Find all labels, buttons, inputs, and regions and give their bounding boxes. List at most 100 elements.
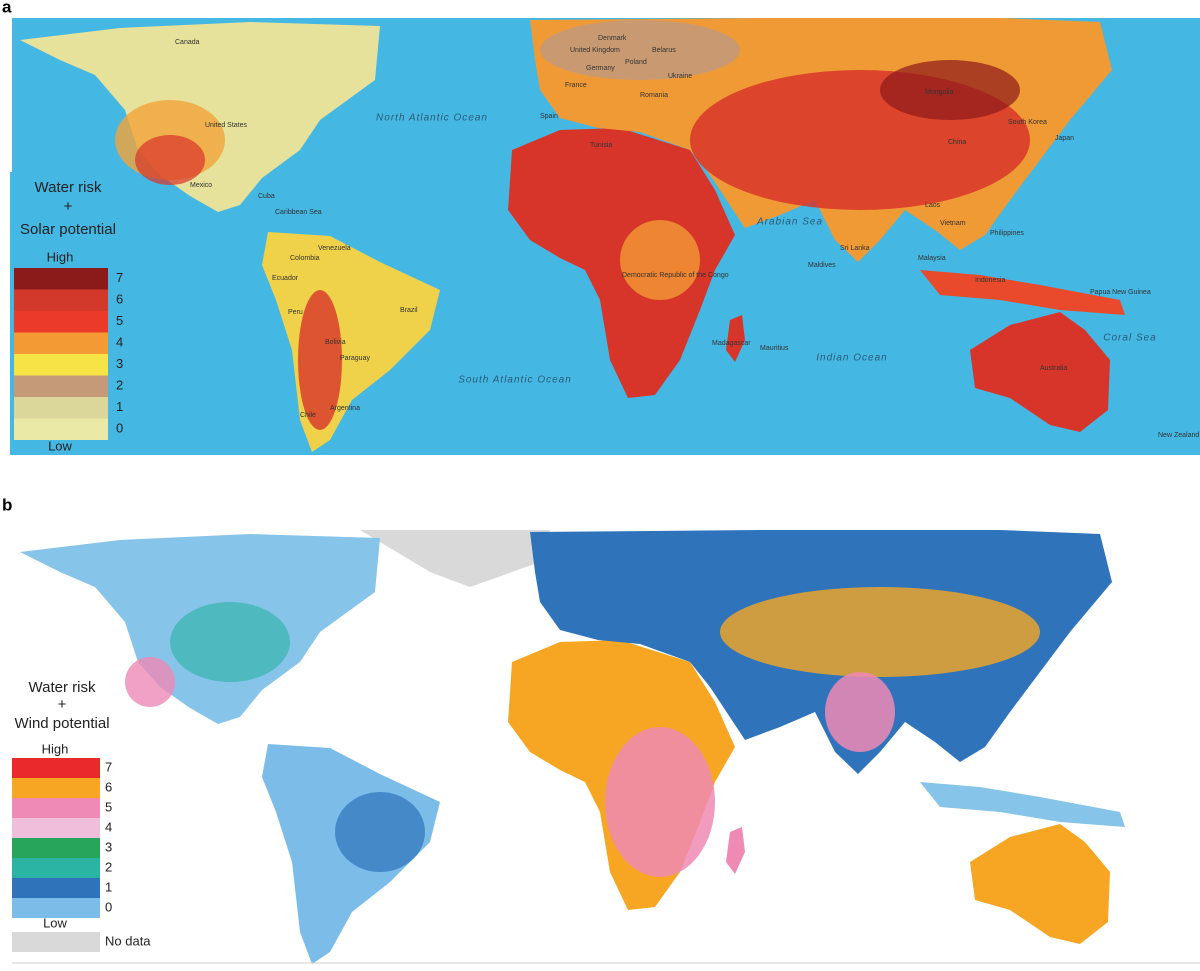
- map-label: Ukraine: [668, 73, 692, 80]
- legend-swatch: [14, 289, 108, 311]
- legend-swatch: [12, 838, 100, 858]
- map-label: Bolivia: [325, 339, 346, 346]
- land: [880, 60, 1020, 120]
- land: [125, 657, 175, 707]
- legend-title: +: [64, 198, 73, 215]
- land: [970, 824, 1110, 944]
- ocean-label: Arabian Sea: [756, 217, 823, 228]
- legend-a: Water risk + Solar potential High Low 7 6…: [10, 172, 130, 455]
- map-label: New Zealand: [1158, 432, 1199, 439]
- legend-value: 6: [116, 292, 123, 307]
- map-label: Australia: [1040, 365, 1067, 372]
- map-label: Madagascar: [712, 340, 751, 347]
- map-label: Germany: [586, 65, 615, 72]
- map-label: Vietnam: [940, 220, 966, 227]
- land: [170, 602, 290, 682]
- map-label: Cuba: [258, 193, 275, 200]
- legend-items: 7 6 5 4 3 2 1 0: [14, 268, 123, 440]
- legend-swatch: [12, 758, 100, 778]
- map-label: United States: [205, 122, 248, 129]
- map-label: Tunisia: [590, 142, 612, 149]
- map-a-labels: Canada United States Mexico Cuba Caribbe…: [175, 35, 1199, 439]
- panel-label: b: [2, 495, 12, 514]
- map-label: Malaysia: [918, 255, 946, 262]
- ocean-label: Coral Sea: [1103, 333, 1156, 344]
- map-label: Denmark: [598, 35, 627, 42]
- map-label: Colombia: [290, 255, 320, 262]
- legend-low: Low: [43, 915, 67, 930]
- legend-swatch: [12, 798, 100, 818]
- legend-swatch: [12, 778, 100, 798]
- map-label: Ecuador: [272, 275, 299, 282]
- map-label: China: [948, 139, 966, 146]
- legend-swatch: [14, 268, 108, 290]
- legend-swatch: [12, 878, 100, 898]
- legend-value: 3: [116, 356, 123, 371]
- land: [298, 290, 342, 430]
- panel-label: a: [2, 0, 12, 16]
- legend-value: 6: [105, 779, 112, 794]
- legend-value: 1: [116, 399, 123, 414]
- land: [920, 782, 1125, 827]
- map-label: Canada: [175, 39, 200, 46]
- map-label: Papua New Guinea: [1090, 289, 1151, 296]
- map-label: Argentina: [330, 405, 360, 412]
- land: [335, 792, 425, 872]
- legend-value: 5: [116, 313, 123, 328]
- legend-swatch: [14, 332, 108, 354]
- map-label: France: [565, 82, 587, 89]
- legend-title: Water risk: [29, 679, 96, 696]
- legend-swatch: [12, 818, 100, 838]
- map-label: Sri Lanka: [840, 245, 870, 252]
- map-label: Spain: [540, 113, 558, 120]
- map-label: Belarus: [652, 47, 676, 54]
- map-label: Japan: [1055, 135, 1074, 142]
- map-a: [12, 18, 1200, 455]
- legend-swatch: [14, 375, 108, 397]
- land: [135, 135, 205, 185]
- ocean-label: North Atlantic Ocean: [376, 113, 488, 124]
- map-label: Caribbean Sea: [275, 209, 322, 216]
- map-label: Venezuela: [318, 245, 351, 252]
- legend-high: High: [47, 249, 74, 264]
- map-label: Brazil: [400, 307, 418, 314]
- map-label: Poland: [625, 59, 647, 66]
- map-label: Paraguay: [340, 355, 370, 362]
- land: [825, 672, 895, 752]
- map-b: [20, 530, 1125, 964]
- no-data-label: No data: [105, 933, 151, 948]
- legend-swatch: [12, 898, 100, 918]
- land: [605, 727, 715, 877]
- legend-title: Solar potential: [20, 221, 116, 238]
- map-label: Mongolia: [925, 89, 954, 96]
- legend-swatch: [14, 397, 108, 419]
- greenland-no-data: [360, 530, 550, 587]
- no-data-swatch: [12, 932, 100, 952]
- legend-swatch: [12, 858, 100, 878]
- map-label: Romania: [640, 92, 668, 99]
- legend-high: High: [42, 741, 69, 756]
- legend-items: 7 6 5 4 3 2 1 0: [12, 758, 112, 918]
- legend-b: Water risk + Wind potential High Low 7 6 5…: [12, 679, 151, 952]
- land: [720, 587, 1040, 677]
- map-label: Chile: [300, 412, 316, 419]
- legend-swatch: [14, 311, 108, 333]
- map-label: Mauritius: [760, 345, 789, 352]
- legend-value: 4: [116, 335, 123, 350]
- legend-title: +: [58, 696, 67, 713]
- legend-swatch: [14, 418, 108, 440]
- legend-title: Water risk: [35, 179, 102, 196]
- legend-value: 7: [116, 270, 123, 285]
- legend-value: 5: [105, 799, 112, 814]
- map-label: Peru: [288, 309, 303, 316]
- legend-value: 1: [105, 879, 112, 894]
- ocean-label: Indian Ocean: [816, 353, 888, 364]
- map-label: Maldives: [808, 262, 836, 269]
- map-label: South Korea: [1008, 119, 1047, 126]
- legend-value: 0: [116, 421, 123, 436]
- legend-value: 2: [105, 859, 112, 874]
- map-label: United Kingdom: [570, 47, 620, 54]
- legend-title: Wind potential: [14, 715, 109, 732]
- map-label: Mexico: [190, 182, 212, 189]
- legend-value: 7: [105, 759, 112, 774]
